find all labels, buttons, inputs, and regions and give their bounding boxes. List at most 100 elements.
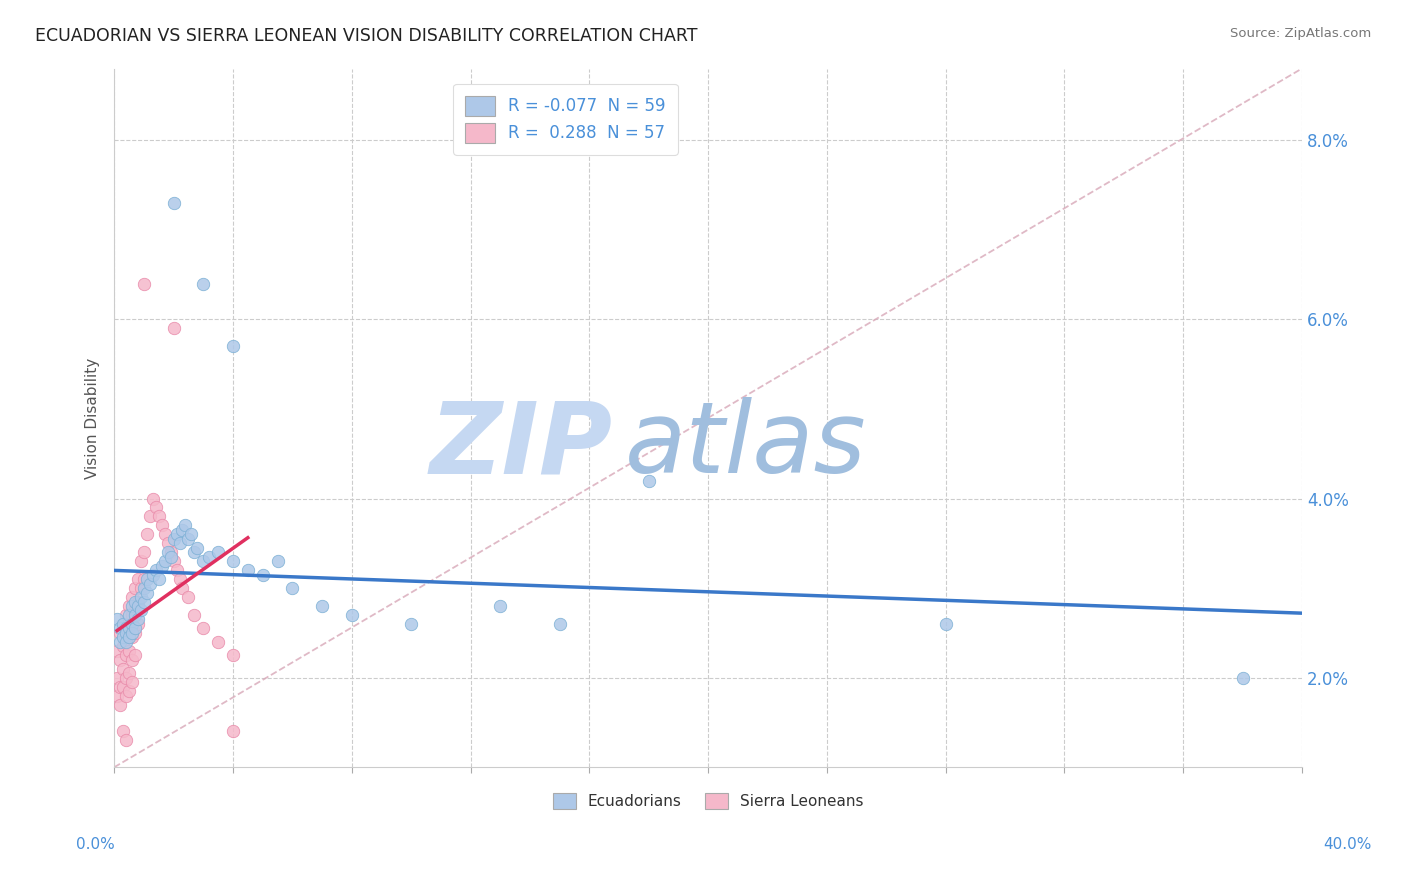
Point xyxy=(166,527,188,541)
Point xyxy=(121,675,143,690)
Point xyxy=(180,527,202,541)
Point xyxy=(637,474,659,488)
Point xyxy=(121,616,143,631)
Point xyxy=(162,554,184,568)
Point xyxy=(145,500,167,515)
Point xyxy=(112,616,135,631)
Point xyxy=(311,599,333,613)
Point xyxy=(115,607,138,622)
Point xyxy=(222,648,245,663)
Y-axis label: Vision Disability: Vision Disability xyxy=(86,358,100,478)
Point xyxy=(127,612,149,626)
Point xyxy=(148,509,170,524)
Point xyxy=(166,563,188,577)
Point xyxy=(115,626,138,640)
Point xyxy=(162,321,184,335)
Text: Source: ZipAtlas.com: Source: ZipAtlas.com xyxy=(1230,27,1371,40)
Point xyxy=(935,616,957,631)
Point xyxy=(177,532,200,546)
Point xyxy=(112,616,135,631)
Point xyxy=(132,594,155,608)
Point xyxy=(183,607,205,622)
Point xyxy=(1232,671,1254,685)
Point xyxy=(105,612,128,626)
Point xyxy=(183,545,205,559)
Point xyxy=(112,724,135,739)
Point xyxy=(115,621,138,635)
Point xyxy=(135,527,157,541)
Point xyxy=(153,554,176,568)
Point xyxy=(162,532,184,546)
Point xyxy=(207,545,229,559)
Point xyxy=(108,626,131,640)
Point xyxy=(159,549,181,564)
Point xyxy=(124,603,146,617)
Text: ECUADORIAN VS SIERRA LEONEAN VISION DISABILITY CORRELATION CHART: ECUADORIAN VS SIERRA LEONEAN VISION DISA… xyxy=(35,27,697,45)
Point xyxy=(108,680,131,694)
Point xyxy=(340,607,363,622)
Point xyxy=(139,576,162,591)
Point xyxy=(118,621,141,635)
Point xyxy=(156,545,179,559)
Point xyxy=(112,640,135,654)
Point xyxy=(121,590,143,604)
Point xyxy=(150,518,173,533)
Point xyxy=(127,599,149,613)
Point xyxy=(132,572,155,586)
Point xyxy=(172,523,194,537)
Point xyxy=(115,671,138,685)
Point xyxy=(129,554,152,568)
Point xyxy=(127,572,149,586)
Point xyxy=(548,616,571,631)
Point xyxy=(129,603,152,617)
Point xyxy=(124,581,146,595)
Point xyxy=(118,666,141,681)
Point xyxy=(118,621,141,635)
Point xyxy=(153,527,176,541)
Point xyxy=(108,621,131,635)
Point xyxy=(135,585,157,599)
Point xyxy=(399,616,422,631)
Point xyxy=(162,195,184,210)
Point xyxy=(129,590,152,604)
Text: ZIP: ZIP xyxy=(430,397,613,494)
Point xyxy=(145,563,167,577)
Point xyxy=(124,594,146,608)
Point xyxy=(121,626,143,640)
Point xyxy=(159,545,181,559)
Point xyxy=(236,563,259,577)
Point xyxy=(193,277,215,291)
Point xyxy=(222,554,245,568)
Point xyxy=(112,680,135,694)
Point xyxy=(124,607,146,622)
Text: 0.0%: 0.0% xyxy=(76,838,115,852)
Point xyxy=(124,621,146,635)
Point xyxy=(124,648,146,663)
Point xyxy=(115,689,138,703)
Point xyxy=(105,644,128,658)
Point xyxy=(108,635,131,649)
Point xyxy=(172,581,194,595)
Point xyxy=(121,599,143,613)
Point xyxy=(118,684,141,698)
Point xyxy=(222,339,245,353)
Point xyxy=(121,607,143,622)
Point xyxy=(186,541,208,555)
Text: atlas: atlas xyxy=(624,397,866,494)
Point xyxy=(118,631,141,645)
Point xyxy=(252,567,274,582)
Point xyxy=(148,572,170,586)
Point xyxy=(177,590,200,604)
Point xyxy=(198,549,221,564)
Point xyxy=(156,536,179,550)
Point xyxy=(135,572,157,586)
Point xyxy=(105,671,128,685)
Legend: Ecuadorians, Sierra Leoneans: Ecuadorians, Sierra Leoneans xyxy=(547,788,869,815)
Point xyxy=(118,607,141,622)
Point xyxy=(169,572,191,586)
Point xyxy=(281,581,304,595)
Point xyxy=(115,733,138,747)
Point xyxy=(129,581,152,595)
Point xyxy=(142,491,165,506)
Point xyxy=(121,631,143,645)
